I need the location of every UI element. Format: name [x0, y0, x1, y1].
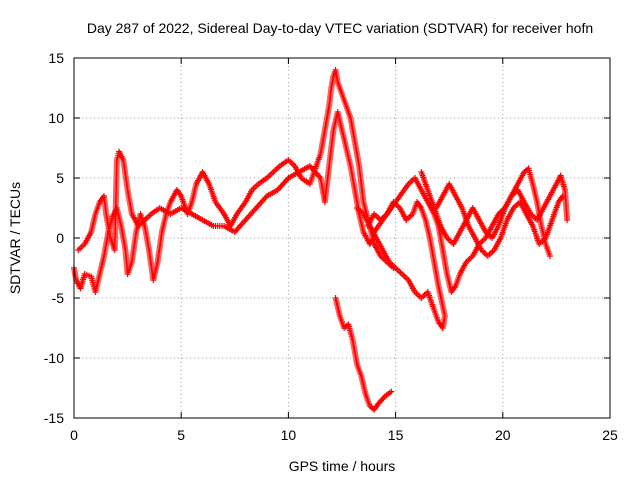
data-point: [564, 217, 571, 223]
y-tick-label: -5: [52, 290, 65, 306]
x-tick-label: 25: [602, 427, 618, 443]
y-tick-label: -10: [44, 350, 64, 366]
series-track-4: [354, 199, 448, 331]
series-track-3: [332, 295, 395, 413]
x-axis-label: GPS time / hours: [289, 458, 396, 474]
y-tick-label: 10: [48, 110, 64, 126]
data-point: [388, 388, 395, 395]
grid: [74, 58, 610, 418]
x-tick-label: 20: [495, 427, 511, 443]
y-tick-label: 5: [56, 170, 64, 186]
x-tick-label: 15: [388, 427, 404, 443]
y-tick-label: 0: [56, 230, 64, 246]
axis-ticks: 0 5 10 15 20 25 -15 -10 -5 0 5 10 15: [44, 50, 618, 443]
x-tick-label: 0: [70, 427, 78, 443]
x-tick-label: 10: [281, 427, 297, 443]
series-track-7: [433, 181, 566, 259]
x-tick-label: 5: [177, 427, 185, 443]
data-point: [546, 253, 553, 259]
series-track-1: [71, 67, 397, 295]
data-point: [559, 193, 566, 199]
data-point: [364, 223, 371, 229]
y-tick-label: -15: [44, 410, 64, 426]
chart-title: Day 287 of 2022, Sidereal Day-to-day VTE…: [87, 20, 593, 36]
y-tick-label: 15: [48, 50, 64, 66]
y-axis-label: SDTVAR / TECUs: [7, 182, 23, 294]
data-marks: [71, 67, 571, 413]
